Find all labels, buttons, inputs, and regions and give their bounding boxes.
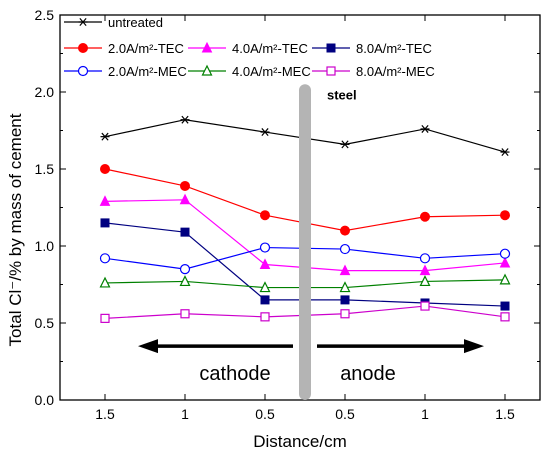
legend-label: 2.0A/m²-TEC [108,41,184,56]
legend-item: 8.0A/m²-MEC [312,64,435,79]
cathode-label: cathode [199,363,270,385]
plot-area: 0.0 0.5 1.0 1.5 2.0 2.5 1.5 1 0.5 0.5 1 1.5 [35,7,541,422]
marker-open-square [326,66,336,76]
x-tick-label: 1 [421,406,429,422]
legend-label: 8.0A/m²-MEC [356,64,435,79]
marker-stroke [341,140,349,149]
marker-filled-circle [78,43,88,53]
marker-filled-triangle [499,256,511,268]
x-tick-label: 0.5 [335,406,355,422]
y-tick-label: 0.5 [35,315,55,331]
marker-open-triangle [419,275,431,287]
marker-filled-circle [180,180,190,191]
marker-stroke [101,132,109,141]
marker-filled-square [340,295,350,305]
legend-item: 4.0A/m²-TEC [188,41,308,56]
legend: untreated 2.0A/m²-TEC 4.0A/m²-TEC 8.0A/m²-T… [64,15,435,79]
marker-open-square [180,309,190,319]
marker-stroke [79,18,87,26]
x-tick-label: 1 [181,406,189,422]
marker-open-triangle [339,281,351,293]
x-axis-title: Distance/cm [253,432,347,451]
legend-item: untreated [64,15,163,30]
marker-open-triangle [201,64,213,76]
marker-open-square [100,313,110,323]
legend-item: 2.0A/m²-MEC [64,64,187,79]
marker-asterisk [100,132,110,141]
y-tick-label: 0.0 [35,392,55,408]
legend-item: 4.0A/m²-MEC [188,64,311,79]
marker-filled-square [326,43,336,53]
anode-arrow-head [464,339,484,354]
y-axis-title: Total Cl⁻/% by mass of cement [6,113,25,346]
marker-asterisk [180,115,190,124]
marker-open-triangle [259,281,271,293]
marker-filled-triangle [259,258,271,269]
marker-filled-circle [260,210,270,221]
legend-label: 4.0A/m²-MEC [232,64,311,79]
marker-open-triangle [499,273,511,285]
legend-label: 2.0A/m²-MEC [108,64,187,79]
marker-open-circle [499,248,511,259]
legend-label: untreated [108,15,163,30]
marker-asterisk [340,140,350,149]
y-tick-label: 2.0 [35,84,55,100]
marker-filled-square [500,301,510,311]
marker-filled-triangle [339,264,351,276]
marker-filled-square [260,295,270,305]
legend-label: 4.0A/m²-TEC [232,41,308,56]
y-tick-label: 2.5 [35,7,55,23]
marker-filled-square [180,227,190,237]
marker-filled-circle [100,164,110,174]
marker-asterisk [78,18,88,26]
y-tick-label: 1.5 [35,161,55,177]
marker-filled-triangle [419,264,431,276]
steel-bar [299,84,311,401]
marker-open-square [340,309,350,319]
legend-item: 2.0A/m²-TEC [64,41,184,56]
marker-filled-triangle [179,193,191,205]
marker-open-square [260,312,270,322]
anode-label: anode [340,363,396,385]
marker-open-circle [259,242,271,253]
y-tick-label: 1.0 [35,238,55,254]
marker-filled-circle [500,210,510,221]
marker-open-square [420,301,430,311]
marker-open-circle [339,243,351,255]
marker-open-triangle [179,275,191,287]
marker-open-square [500,312,510,322]
marker-stroke [261,128,269,137]
legend-item: 8.0A/m²-TEC [312,41,432,56]
marker-open-circle [419,253,431,264]
marker-stroke [421,124,429,133]
marker-asterisk [260,128,270,137]
annotations: steel cathode anode [138,84,484,401]
cathode-arrow-head [138,339,158,354]
marker-filled-triangle [99,195,111,206]
x-tick-label: 1.5 [495,406,515,422]
marker-open-circle [99,253,111,264]
marker-filled-circle [340,225,350,236]
x-tick-label: 1.5 [95,406,115,422]
marker-asterisk [420,124,430,133]
marker-stroke [181,115,189,124]
marker-open-circle [179,264,191,275]
x-tick-label: 0.5 [255,406,275,422]
marker-filled-circle [420,211,430,222]
marker-asterisk [500,148,510,157]
steel-label: steel [327,88,357,103]
marker-open-circle [77,65,89,77]
legend-label: 8.0A/m²-TEC [356,41,432,56]
marker-filled-square [100,218,110,228]
marker-filled-triangle [201,41,213,53]
marker-open-triangle [99,276,111,288]
marker-stroke [501,148,509,157]
